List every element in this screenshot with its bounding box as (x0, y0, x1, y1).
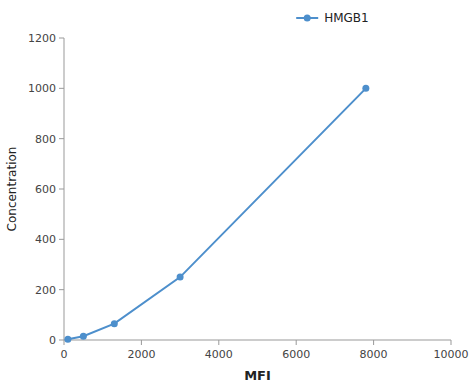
x-tick (218, 340, 219, 345)
x-tick-label: 0 (61, 348, 68, 361)
x-tick (296, 340, 297, 345)
y-tick (59, 138, 64, 139)
y-tick (59, 38, 64, 39)
series-marker (64, 336, 71, 343)
x-axis-line (64, 340, 451, 341)
x-tick-label: 6000 (282, 348, 310, 361)
y-tick (59, 239, 64, 240)
y-tick-label: 200 (35, 284, 56, 297)
series-marker (111, 320, 118, 327)
series-marker (80, 333, 87, 340)
y-tick (59, 88, 64, 89)
series-line (68, 88, 366, 339)
series-marker (362, 85, 369, 92)
y-tick-label: 0 (49, 334, 56, 347)
x-tick-label: 8000 (360, 348, 388, 361)
plot-area (64, 85, 369, 343)
y-tick (59, 340, 64, 341)
y-tick (59, 289, 64, 290)
y-tick-label: 1000 (28, 82, 56, 95)
axes: 0 2000 4000 6000 8000 10000 0 200 400 600 800 1000 1… (28, 32, 469, 361)
x-tick (64, 340, 65, 345)
x-axis-label: MFI (244, 368, 271, 383)
x-tick-label: 4000 (205, 348, 233, 361)
x-tick-label: 10000 (434, 348, 469, 361)
x-tick (373, 340, 374, 345)
x-tick-label: 2000 (127, 348, 155, 361)
y-tick (59, 189, 64, 190)
y-tick-label: 1200 (28, 32, 56, 45)
legend-marker (304, 15, 311, 22)
legend-label: HMGB1 (324, 11, 369, 25)
legend: HMGB1 (296, 11, 369, 25)
series-marker (177, 274, 184, 281)
y-tick-label: 400 (35, 233, 56, 246)
chart-container: 0 2000 4000 6000 8000 10000 0 200 400 600 800 1000 1… (0, 0, 469, 392)
y-tick-label: 600 (35, 183, 56, 196)
y-tick-label: 800 (35, 133, 56, 146)
x-tick (451, 340, 452, 345)
x-tick (141, 340, 142, 345)
y-axis-label: Concentration (5, 147, 19, 232)
chart-svg: 0 2000 4000 6000 8000 10000 0 200 400 600 800 1000 1… (0, 0, 469, 392)
